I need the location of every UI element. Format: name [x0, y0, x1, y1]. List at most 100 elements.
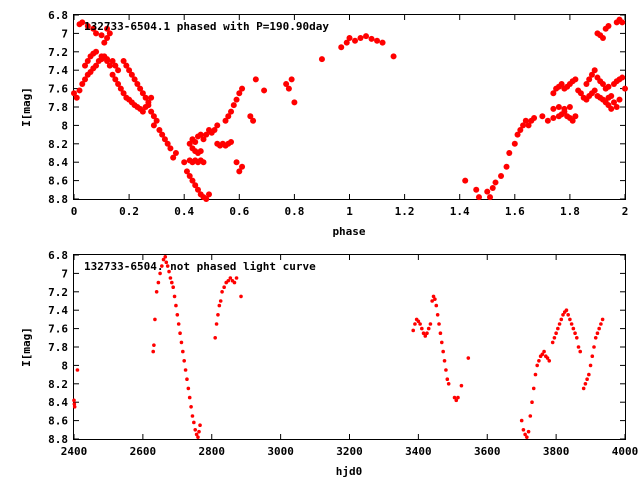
data-point: [285, 85, 292, 92]
data-point: [588, 71, 595, 78]
data-point: [161, 136, 168, 143]
data-point: [535, 363, 539, 368]
data-point: [217, 303, 222, 308]
data-point: [153, 317, 157, 322]
data-point: [462, 177, 469, 184]
data-point: [592, 345, 596, 349]
data-point: [193, 428, 198, 432]
data-point: [170, 154, 177, 161]
data-point: [423, 334, 428, 338]
chart-title: 132733-6504. not phased light curve: [84, 260, 316, 273]
data-point: [139, 108, 146, 115]
data-point: [228, 276, 233, 280]
data-point: [154, 290, 159, 294]
data-point: [608, 105, 615, 112]
data-point: [430, 299, 434, 303]
data-point: [174, 303, 178, 308]
data-points: [72, 255, 605, 439]
y-tick-labels: 6.8 7 7.2 7.4 7.6 7.8 8 8.2 8.4 8.6 8.8: [48, 249, 68, 446]
data-point: [291, 99, 298, 106]
data-point: [183, 368, 188, 372]
data-point: [117, 85, 124, 92]
x-tick-label: 4000: [612, 445, 639, 458]
data-point: [484, 188, 491, 195]
y-tick-label: 6.8: [48, 249, 68, 262]
data-point: [181, 159, 188, 166]
y-tick-label: 7.4: [48, 304, 68, 317]
data-point: [252, 76, 259, 83]
data-point: [526, 429, 531, 434]
data-point: [539, 113, 546, 120]
data-point: [104, 35, 111, 41]
data-point: [452, 395, 457, 400]
y-tick-label: 8.8: [48, 433, 68, 446]
axis-ticks: [73, 14, 626, 200]
data-point: [230, 102, 237, 109]
data-point: [473, 186, 480, 193]
data-point: [190, 414, 195, 418]
plot-frame: [73, 254, 626, 440]
data-point: [525, 122, 532, 129]
data-point: [578, 349, 583, 354]
data-point: [318, 56, 325, 63]
data-point: [368, 35, 375, 42]
y-tick-label: 7: [61, 27, 68, 40]
data-point: [550, 90, 557, 97]
x-tick-label: 3200: [336, 445, 363, 458]
data-point: [343, 39, 350, 46]
data-point: [187, 395, 192, 400]
data-point: [183, 168, 190, 175]
data-point: [120, 58, 127, 64]
data-point: [550, 340, 555, 345]
x-tick-label: 2400: [61, 445, 88, 458]
data-point: [556, 326, 560, 331]
phased-light-curve-panel: 0 0.2 0.4 0.6 0.8 1 1.2 1.4 1.6 1.8 2 6.8 7 7.2 7.4 7.…: [20, 9, 628, 238]
data-point: [101, 39, 108, 46]
y-tick-label: 8.6: [48, 175, 68, 188]
x-axis-label: hjd0: [336, 465, 363, 478]
data-point: [192, 182, 199, 189]
data-point: [228, 138, 235, 145]
x-tick-label: 3400: [405, 445, 432, 458]
data-point: [233, 159, 240, 166]
data-point: [250, 117, 257, 124]
data-point: [150, 113, 157, 120]
data-point: [211, 127, 218, 133]
data-point: [222, 117, 229, 124]
data-point: [530, 400, 534, 405]
data-point: [84, 23, 91, 30]
data-point: [76, 87, 83, 94]
data-point: [189, 177, 196, 184]
data-point: [220, 290, 224, 294]
y-tick-label: 8.2: [48, 378, 68, 391]
data-point: [131, 76, 138, 83]
x-tick-label: 1.8: [560, 205, 580, 218]
data-point: [197, 148, 204, 155]
y-tick-label: 7: [61, 267, 68, 280]
data-point: [109, 71, 116, 78]
data-point: [569, 117, 576, 124]
y-tick-label: 8.8: [48, 193, 68, 206]
y-tick-label: 7.2: [48, 46, 68, 59]
x-tick-label: 0: [71, 205, 78, 218]
x-tick-label: 0.4: [174, 205, 194, 218]
data-point: [576, 345, 581, 349]
data-point: [572, 113, 579, 120]
data-point: [82, 76, 89, 83]
data-point: [239, 85, 246, 92]
data-point: [182, 359, 186, 363]
data-point: [73, 94, 80, 101]
data-point: [581, 386, 586, 391]
data-point: [123, 62, 130, 69]
data-point: [152, 343, 156, 347]
data-point: [421, 331, 426, 336]
data-point: [165, 264, 170, 268]
data-point: [475, 194, 482, 201]
data-point: [72, 398, 76, 403]
data-point: [186, 173, 193, 179]
data-point: [599, 322, 603, 326]
data-point: [226, 278, 231, 283]
data-point: [338, 44, 345, 51]
unphased-light-curve-panel: 2400 2600 2800 3000 3200 3400 3600 3800 4000 6.8…: [20, 249, 638, 478]
data-point: [236, 90, 243, 97]
